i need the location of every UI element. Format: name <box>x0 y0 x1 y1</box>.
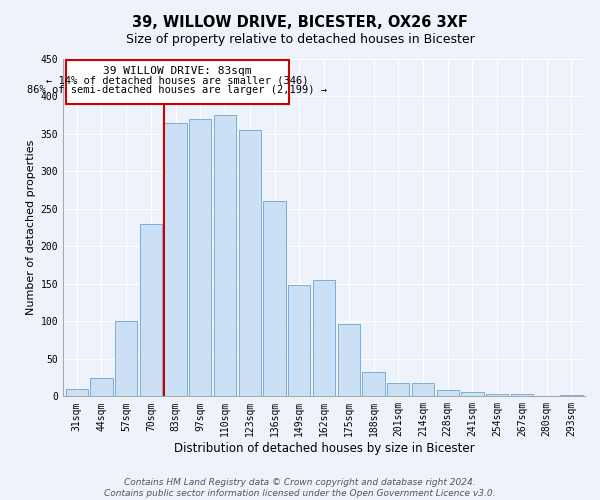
FancyBboxPatch shape <box>65 60 289 104</box>
X-axis label: Distribution of detached houses by size in Bicester: Distribution of detached houses by size … <box>174 442 475 455</box>
Y-axis label: Number of detached properties: Number of detached properties <box>26 140 37 316</box>
Bar <box>263 202 286 396</box>
Bar <box>214 115 236 396</box>
Bar <box>338 324 360 396</box>
Text: 86% of semi-detached houses are larger (2,199) →: 86% of semi-detached houses are larger (… <box>28 86 328 96</box>
Bar <box>313 280 335 396</box>
Text: 39 WILLOW DRIVE: 83sqm: 39 WILLOW DRIVE: 83sqm <box>103 66 252 76</box>
Bar <box>437 390 459 396</box>
Bar <box>164 122 187 396</box>
Bar <box>288 286 310 397</box>
Text: 39, WILLOW DRIVE, BICESTER, OX26 3XF: 39, WILLOW DRIVE, BICESTER, OX26 3XF <box>132 15 468 30</box>
Bar <box>115 322 137 396</box>
Text: ← 14% of detached houses are smaller (346): ← 14% of detached houses are smaller (34… <box>46 76 309 86</box>
Bar <box>140 224 162 396</box>
Bar <box>387 383 409 396</box>
Bar <box>486 394 508 396</box>
Text: Contains HM Land Registry data © Crown copyright and database right 2024.
Contai: Contains HM Land Registry data © Crown c… <box>104 478 496 498</box>
Bar <box>560 395 583 396</box>
Bar <box>412 383 434 396</box>
Bar <box>362 372 385 396</box>
Text: Size of property relative to detached houses in Bicester: Size of property relative to detached ho… <box>125 32 475 46</box>
Bar <box>511 394 533 396</box>
Bar <box>90 378 113 396</box>
Bar <box>189 119 211 396</box>
Bar <box>239 130 261 396</box>
Bar <box>65 389 88 396</box>
Bar <box>461 392 484 396</box>
